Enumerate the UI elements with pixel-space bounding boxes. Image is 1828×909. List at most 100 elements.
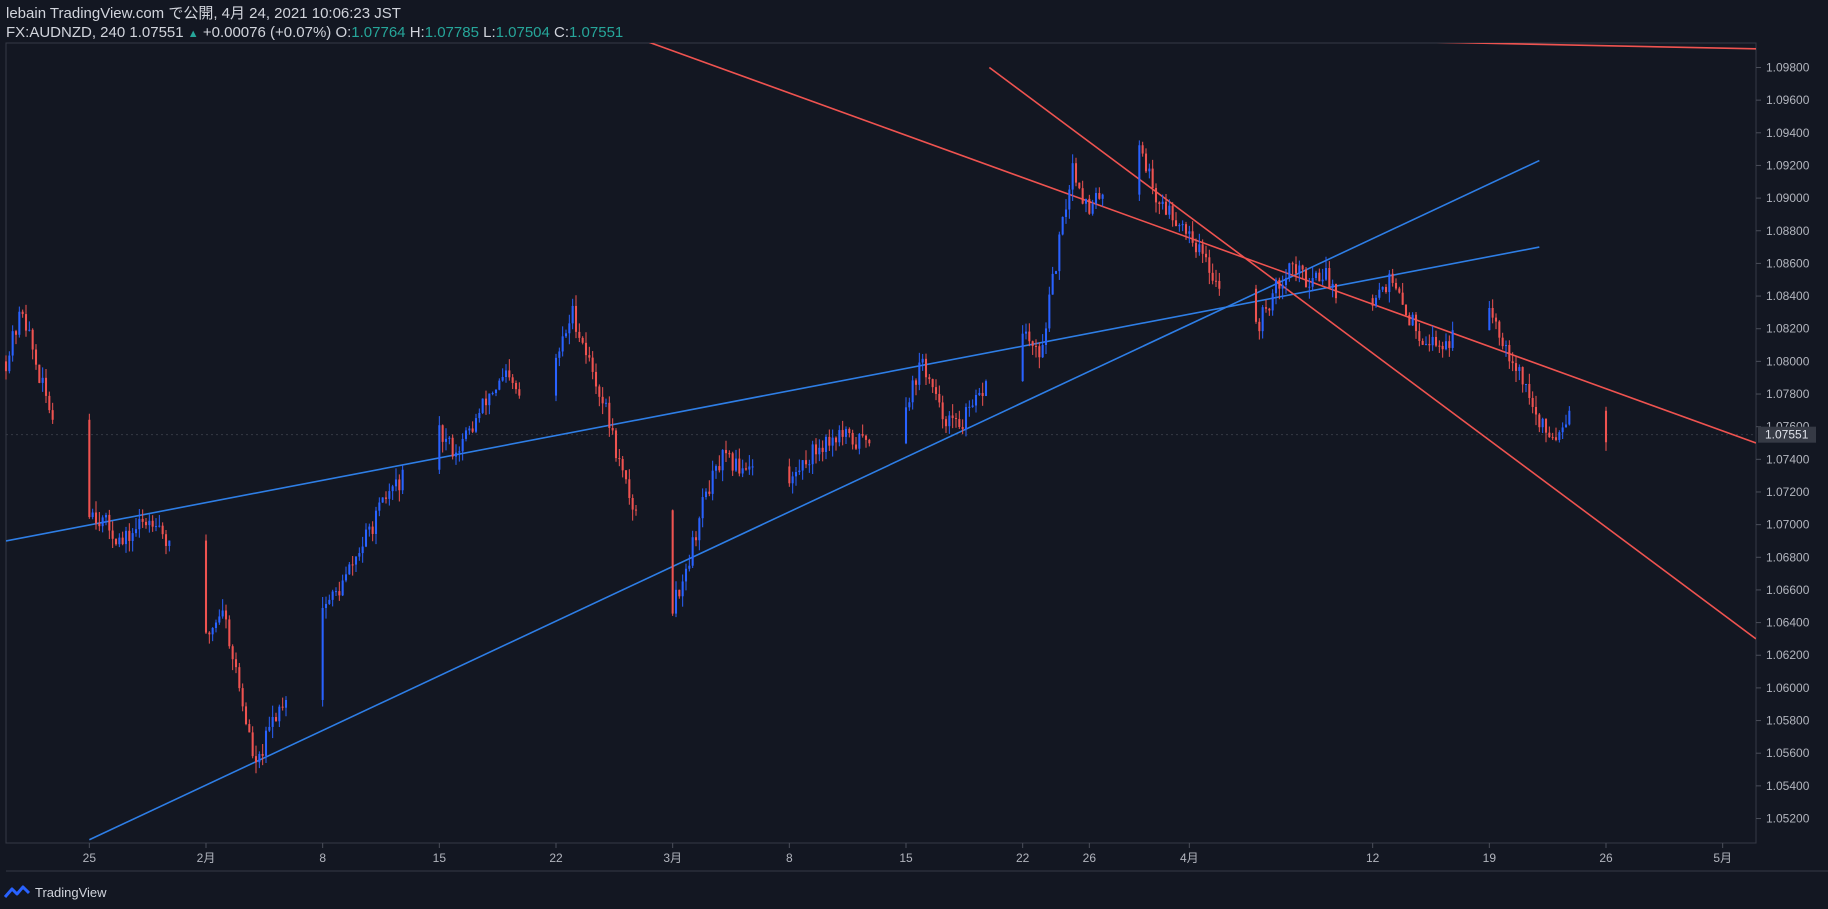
candle-body <box>14 331 18 335</box>
candle-body <box>1171 205 1174 221</box>
candle-body <box>671 510 674 614</box>
candle-body <box>921 358 924 363</box>
y-tick-label: 1.05600 <box>1766 746 1810 760</box>
candle-body <box>608 402 611 428</box>
candle-body <box>354 556 358 565</box>
candle-body <box>1398 288 1401 293</box>
candle-body <box>1391 273 1394 283</box>
current-price-badge <box>1758 426 1816 443</box>
y-tick-label: 1.09000 <box>1766 191 1810 205</box>
candle-body <box>1564 424 1568 428</box>
candle-body <box>481 398 484 413</box>
candle-body <box>911 380 914 403</box>
candle-body <box>734 458 738 471</box>
candle-body <box>1081 188 1084 204</box>
candle-body <box>274 717 278 722</box>
candle-body <box>604 402 608 404</box>
trendline-red-5[interactable] <box>1239 38 1789 50</box>
candle-body <box>748 466 751 470</box>
candle-body <box>1048 294 1051 329</box>
candle-body <box>1031 341 1034 346</box>
low-value: 1.07504 <box>495 24 550 41</box>
candle-body <box>1488 307 1491 331</box>
candle-body <box>1138 145 1141 195</box>
candle-body <box>1444 341 1448 350</box>
candle-body <box>131 533 134 541</box>
trendline-red-4[interactable] <box>988 66 1756 640</box>
candle-body <box>951 415 954 419</box>
candle-body <box>1441 345 1444 350</box>
candle-body <box>691 537 694 566</box>
candle-body <box>128 530 131 541</box>
candle-body <box>508 370 511 378</box>
candle-body <box>1078 182 1081 189</box>
candle-body <box>1414 314 1418 332</box>
candle-body <box>1321 279 1324 282</box>
candle-body <box>281 706 284 708</box>
candle-body <box>1068 189 1071 210</box>
candle-body <box>724 449 728 454</box>
candle-body <box>48 395 51 411</box>
candle-body <box>621 459 624 471</box>
candle-body <box>954 418 958 420</box>
candle-body <box>124 530 128 545</box>
candle-body <box>574 305 578 332</box>
candle-body <box>1324 268 1328 280</box>
candle-body <box>1604 410 1608 443</box>
candle-body <box>1528 383 1531 398</box>
candle-body <box>381 497 384 503</box>
candle-body <box>688 565 691 569</box>
close-value: 1.07551 <box>569 24 624 41</box>
publish-info: lebain TradingView.com で公開, 4月 24, 2021 … <box>6 5 401 22</box>
trendline-red-3[interactable] <box>606 27 1756 444</box>
candle-body <box>461 438 464 452</box>
candle-body <box>478 412 481 419</box>
candle-body <box>1554 437 1558 440</box>
close-label: C: <box>554 24 570 41</box>
candle-body <box>1401 292 1404 305</box>
candle-body <box>38 364 41 383</box>
candle-body <box>1178 225 1181 227</box>
candle-body <box>98 523 101 527</box>
candle-body <box>1558 432 1561 440</box>
candle-body <box>564 333 568 337</box>
candle-body <box>804 460 808 465</box>
trendline-blue-1[interactable] <box>6 246 1540 542</box>
open-value: 1.07764 <box>351 24 406 41</box>
candle-body <box>918 362 921 385</box>
candle-body <box>1148 168 1151 172</box>
candle-body <box>344 574 348 581</box>
candle-body <box>904 407 908 444</box>
candle-body <box>1304 269 1308 288</box>
candle-body <box>1408 315 1411 326</box>
x-tick-label: 19 <box>1483 851 1497 865</box>
candle-body <box>571 305 574 324</box>
candle-body <box>51 410 54 420</box>
candle-body <box>464 430 468 439</box>
candle-body <box>961 427 964 430</box>
candle-body <box>634 509 638 511</box>
candle-body <box>1184 224 1188 234</box>
candle-body <box>1188 231 1191 234</box>
candle-body <box>814 444 818 455</box>
candle-body <box>821 447 824 452</box>
candle-body <box>104 514 108 518</box>
candle-body <box>441 425 444 442</box>
candle-body <box>1308 286 1311 288</box>
trendline-blue-2[interactable] <box>88 159 1540 841</box>
candle-body <box>1154 187 1158 203</box>
candle-body <box>271 717 274 727</box>
candle-body <box>1288 263 1291 278</box>
candle-body <box>714 466 718 471</box>
candle-body <box>1561 427 1564 433</box>
candle-body <box>368 526 371 530</box>
candle-body <box>744 468 748 470</box>
candle-body <box>614 430 618 459</box>
y-tick-label: 1.06000 <box>1766 681 1810 695</box>
y-tick-label: 1.05400 <box>1766 779 1810 793</box>
candle-body <box>958 419 961 428</box>
candle-body <box>331 591 334 600</box>
candle-body <box>1278 279 1281 289</box>
y-tick-label: 1.05800 <box>1766 714 1810 728</box>
